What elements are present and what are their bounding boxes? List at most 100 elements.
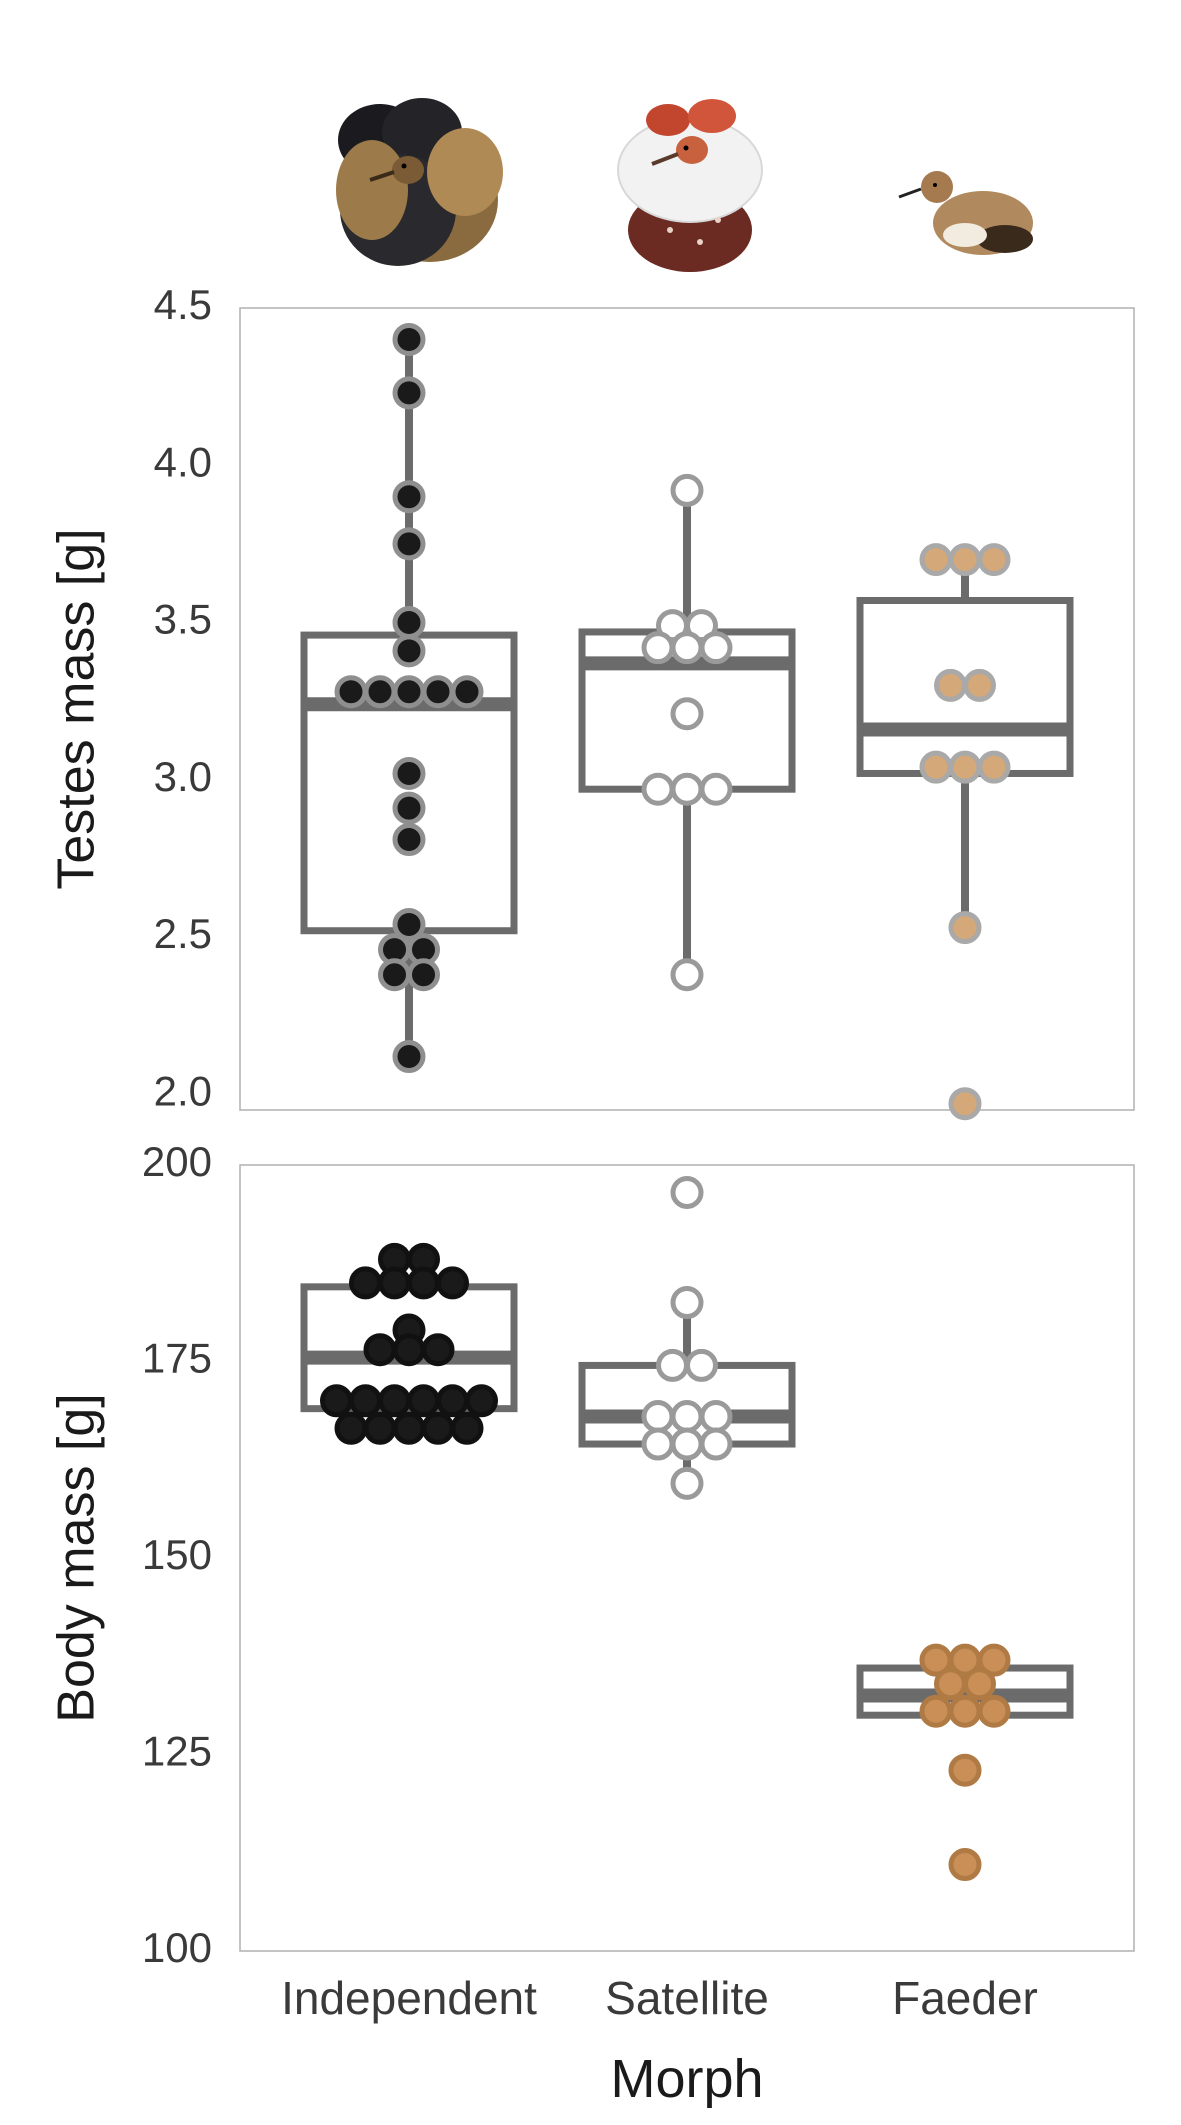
- body-point-faeder: [948, 1694, 982, 1728]
- testes-point-independent: [363, 675, 397, 709]
- body-y-tick-label: 200: [142, 1138, 212, 1185]
- body-point-independent: [363, 1333, 397, 1367]
- body-point-independent: [407, 1384, 440, 1418]
- testes-box-faeder: [856, 559, 1074, 928]
- testes-point-satellite: [699, 631, 733, 665]
- testes-point-satellite: [670, 631, 704, 665]
- body-point-independent: [450, 1411, 484, 1445]
- body-point-independent: [378, 1384, 411, 1418]
- body-point-independent: [349, 1384, 382, 1418]
- body-y-tick-label: 175: [142, 1335, 212, 1382]
- testes-box-satellite: [578, 490, 796, 975]
- body-point-independent: [421, 1333, 455, 1367]
- testes-point-satellite: [699, 772, 733, 806]
- body-point-independent: [363, 1411, 397, 1445]
- body-point-satellite: [670, 1400, 704, 1434]
- testes-point-faeder: [934, 668, 967, 702]
- testes-point-independent: [392, 606, 426, 640]
- testes-point-independent: [392, 1040, 426, 1074]
- testes-point-faeder: [963, 668, 996, 702]
- testes-y-tick-label: 3.0: [154, 753, 212, 800]
- x-tick-label-independent: Independent: [281, 1972, 537, 2024]
- testes-point-faeder: [919, 543, 953, 577]
- body-point-satellite: [699, 1400, 733, 1434]
- body-point-satellite: [699, 1427, 733, 1461]
- body-point-independent: [349, 1266, 382, 1300]
- body-point-independent: [392, 1333, 426, 1367]
- body-point-independent: [392, 1411, 426, 1445]
- testes-point-independent: [334, 675, 368, 709]
- body-point-faeder: [934, 1667, 967, 1701]
- testes-point-faeder: [948, 750, 982, 784]
- testes-point-independent: [392, 756, 426, 790]
- testes-point-faeder: [977, 750, 1011, 784]
- body-point-satellite: [641, 1400, 675, 1434]
- testes-point-satellite: [685, 609, 718, 643]
- testes-point-faeder: [948, 911, 982, 945]
- independent-ruff-icon: [336, 98, 503, 266]
- x-tick-label-satellite: Satellite: [605, 1972, 769, 2024]
- testes-point-independent: [392, 907, 426, 941]
- testes-point-faeder: [977, 543, 1011, 577]
- testes-point-independent: [392, 634, 426, 668]
- x-tick-label-faeder: Faeder: [892, 1972, 1038, 2024]
- body-point-satellite: [641, 1427, 675, 1461]
- body-point-satellite: [685, 1348, 718, 1382]
- body-point-faeder: [948, 1753, 982, 1787]
- testes-point-satellite: [670, 697, 704, 731]
- body-point-independent: [407, 1266, 440, 1300]
- body-y-tick-label: 150: [142, 1531, 212, 1578]
- testes-point-independent: [407, 958, 440, 992]
- testes-point-independent: [392, 791, 426, 825]
- testes-point-faeder: [948, 543, 982, 577]
- body-point-satellite: [670, 1176, 704, 1210]
- testes-point-independent: [378, 958, 411, 992]
- testes-point-satellite: [670, 473, 704, 507]
- testes-plot-frame: [239, 307, 1135, 1111]
- satellite-ruff-icon: [617, 99, 763, 272]
- body-y-tick-label: 125: [142, 1728, 212, 1775]
- testes-y-tick-label: 3.5: [154, 596, 212, 643]
- body-point-independent: [421, 1411, 455, 1445]
- body-y-tick-label: 100: [142, 1924, 212, 1971]
- testes-point-independent: [421, 675, 455, 709]
- testes-point-satellite: [670, 772, 704, 806]
- testes-y-tick-label: 2.5: [154, 910, 212, 957]
- body-point-faeder: [919, 1694, 953, 1728]
- body-y-axis-label: Body mass [g]: [48, 1393, 106, 1722]
- body-point-independent: [378, 1266, 411, 1300]
- testes-point-satellite: [641, 772, 675, 806]
- body-point-faeder: [977, 1694, 1011, 1728]
- testes-y-tick-label: 4.5: [154, 281, 212, 328]
- testes-point-independent: [392, 322, 426, 356]
- body-point-faeder: [977, 1643, 1011, 1677]
- body-point-satellite: [656, 1348, 689, 1382]
- testes-point-satellite: [670, 958, 704, 992]
- testes-point-independent: [392, 823, 426, 857]
- testes-mass-panel: 2.0 2.5 3.0 3.5 4.0 4.5 Testes mass [g]: [48, 281, 1135, 1121]
- body-mass-panel: 100 125 150 175 200 Body mass [g]: [48, 1138, 1135, 1971]
- body-point-faeder: [948, 1848, 982, 1882]
- body-point-independent: [320, 1384, 353, 1418]
- testes-point-independent: [392, 376, 426, 410]
- body-point-independent: [436, 1384, 469, 1418]
- x-axis-label: Morph: [610, 2049, 763, 2109]
- body-point-faeder: [963, 1667, 996, 1701]
- body-point-independent: [465, 1384, 498, 1418]
- testes-point-independent: [392, 527, 426, 561]
- testes-y-tick-label: 4.0: [154, 438, 212, 485]
- body-point-satellite: [670, 1466, 704, 1500]
- body-point-independent: [334, 1411, 368, 1445]
- testes-point-satellite: [641, 631, 675, 665]
- body-plot-frame: [239, 1164, 1135, 1952]
- testes-point-independent: [450, 675, 484, 709]
- body-point-satellite: [670, 1427, 704, 1461]
- testes-y-axis-label: Testes mass [g]: [48, 528, 106, 889]
- testes-point-independent: [392, 480, 426, 514]
- testes-y-tick-label: 2.0: [154, 1067, 212, 1114]
- body-point-independent: [436, 1266, 469, 1300]
- testes-point-faeder: [948, 1087, 982, 1121]
- testes-point-independent: [392, 675, 426, 709]
- faeder-ruff-icon: [898, 171, 1033, 255]
